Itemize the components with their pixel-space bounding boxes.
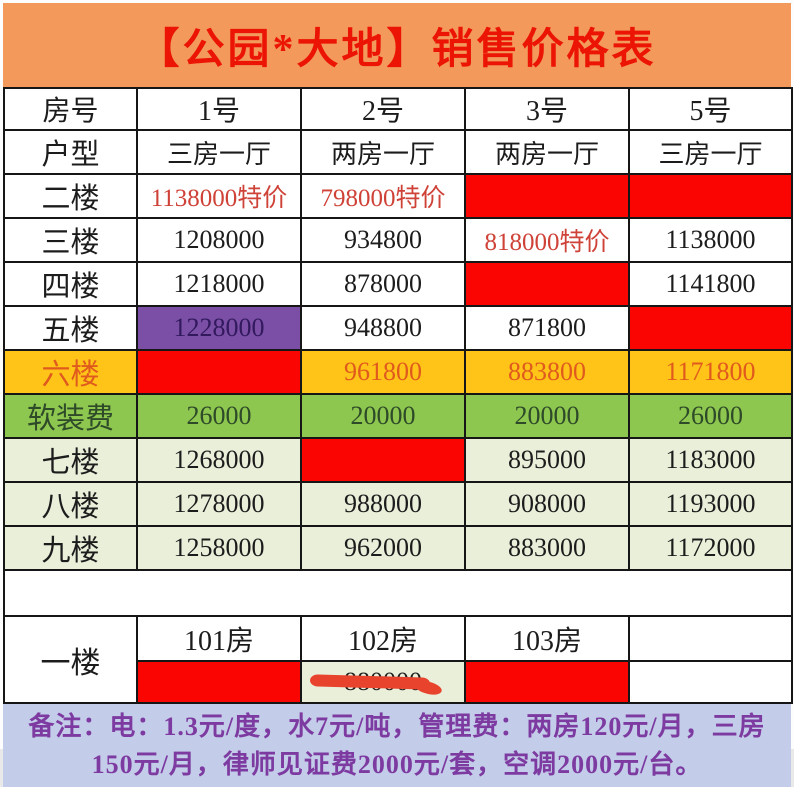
ground-floor-label: 一楼 <box>3 615 138 704</box>
price-cell: 1141800 <box>628 261 793 307</box>
sold-out-cell <box>464 173 630 219</box>
price-cell: 1171800 <box>628 349 793 395</box>
price-cell: 20000 <box>464 393 630 439</box>
title-banner: 【公园*大地】销售价格表 <box>3 3 791 87</box>
sold-out-cell <box>628 173 793 219</box>
table-row: 软装费 26000 20000 20000 26000 <box>3 393 793 439</box>
price-cell: 948800 <box>300 305 466 351</box>
table-row: 房号 1号 2号 3号 5号 <box>3 87 793 131</box>
price-cell: 1208000 <box>136 217 302 263</box>
remarks-text: 备注：电：1.3元/度，水7元/吨，管理费：两房120元/月，三房150元/月，… <box>28 712 766 779</box>
price-cell: 1183000 <box>628 437 793 483</box>
sold-out-cell <box>300 437 466 483</box>
floor-label: 五楼 <box>3 305 138 351</box>
floor-label: 四楼 <box>3 261 138 307</box>
price-cell: 908000 <box>464 481 630 527</box>
column-header: 3号 <box>464 87 630 131</box>
price-cell: 20000 <box>300 393 466 439</box>
unit-type-cell: 三房一厅 <box>628 129 793 175</box>
table-row: 一楼 101房 102房 103房 <box>3 615 793 704</box>
floor-label: 软装费 <box>3 393 138 439</box>
sold-out-cell <box>464 660 630 704</box>
sold-out-cell <box>136 660 302 704</box>
table-row: 三楼 1208000 934800 818000特价 1138000 <box>3 217 793 263</box>
unit-type-cell: 两房一厅 <box>464 129 630 175</box>
floor-label: 九楼 <box>3 525 138 571</box>
floor-label: 六楼 <box>3 349 138 395</box>
price-cell: 1258000 <box>136 525 302 571</box>
table-row: 户型 三房一厅 两房一厅 两房一厅 三房一厅 <box>3 129 793 175</box>
price-cell: 988000 <box>300 481 466 527</box>
room-header: 103房 <box>464 615 630 662</box>
table-row: 四楼 1218000 878000 1141800 <box>3 261 793 307</box>
unit-type-label: 户型 <box>3 129 138 175</box>
price-cell: 961800 <box>300 349 466 395</box>
price-cell: 1268000 <box>136 437 302 483</box>
price-cell: 1193000 <box>628 481 793 527</box>
price-cell: 1218000 <box>136 261 302 307</box>
table-row: 二楼 1138000特价 798000特价 <box>3 173 793 219</box>
table-row <box>3 569 793 617</box>
unit-type-cell: 两房一厅 <box>300 129 466 175</box>
column-header: 1号 <box>136 87 302 131</box>
room-header: 101房 <box>136 615 302 662</box>
floor-label: 二楼 <box>3 173 138 219</box>
table-row: 七楼 1268000 895000 1183000 <box>3 437 793 483</box>
table-row: 六楼 961800 883800 1171800 <box>3 349 793 395</box>
price-cell: 883000 <box>464 525 630 571</box>
empty-cell <box>628 615 793 662</box>
price-table: 房号 1号 2号 3号 5号 户型 三房一厅 两房一厅 两房一厅 三房一厅 二楼 1138000特价 7… <box>3 87 793 704</box>
price-cell: 1278000 <box>136 481 302 527</box>
price-cell: 883800 <box>464 349 630 395</box>
price-cell: 1138000 <box>628 217 793 263</box>
price-cell: 1138000特价 <box>136 173 302 219</box>
floor-label: 七楼 <box>3 437 138 483</box>
price-table-body: 房号 1号 2号 3号 5号 户型 三房一厅 两房一厅 两房一厅 三房一厅 二楼 1138000特价 7… <box>3 87 793 704</box>
struck-price-cell: 880000 <box>300 660 466 704</box>
price-cell: 962000 <box>300 525 466 571</box>
column-header: 2号 <box>300 87 466 131</box>
column-header: 5号 <box>628 87 793 131</box>
table-row: 五楼 1228000 948800 871800 <box>3 305 793 351</box>
sold-out-cell <box>628 305 793 351</box>
price-cell: 934800 <box>300 217 466 263</box>
sold-out-cell <box>136 349 302 395</box>
price-cell: 818000特价 <box>464 217 630 263</box>
table-row: 880000 <box>4 660 793 704</box>
price-cell: 1228000 <box>136 305 302 351</box>
floor-label: 八楼 <box>3 481 138 527</box>
remarks-bar: 备注：电：1.3元/度，水7元/吨，管理费：两房120元/月，三房150元/月，… <box>3 704 791 787</box>
price-sheet: 【公园*大地】销售价格表 房号 1号 2号 3号 5号 户型 三房一厅 两房一厅 两房一厅 三房一… <box>0 0 794 749</box>
room-header: 102房 <box>300 615 466 662</box>
table-row: 八楼 1278000 988000 908000 1193000 <box>3 481 793 527</box>
price-cell: 798000特价 <box>300 173 466 219</box>
floor-label: 三楼 <box>3 217 138 263</box>
unit-type-cell: 三房一厅 <box>136 129 302 175</box>
price-cell: 1172000 <box>628 525 793 571</box>
empty-cell <box>628 660 793 704</box>
table-row: 九楼 1258000 962000 883000 1172000 <box>3 525 793 571</box>
price-cell: 26000 <box>136 393 302 439</box>
price-cell: 895000 <box>464 437 630 483</box>
sold-out-cell <box>464 261 630 307</box>
spacer-row-cell <box>3 569 793 617</box>
price-cell: 871800 <box>464 305 630 351</box>
price-cell: 26000 <box>628 393 793 439</box>
page-title: 【公园*大地】销售价格表 <box>137 26 657 73</box>
price-cell: 878000 <box>300 261 466 307</box>
corner-header: 房号 <box>3 87 138 131</box>
